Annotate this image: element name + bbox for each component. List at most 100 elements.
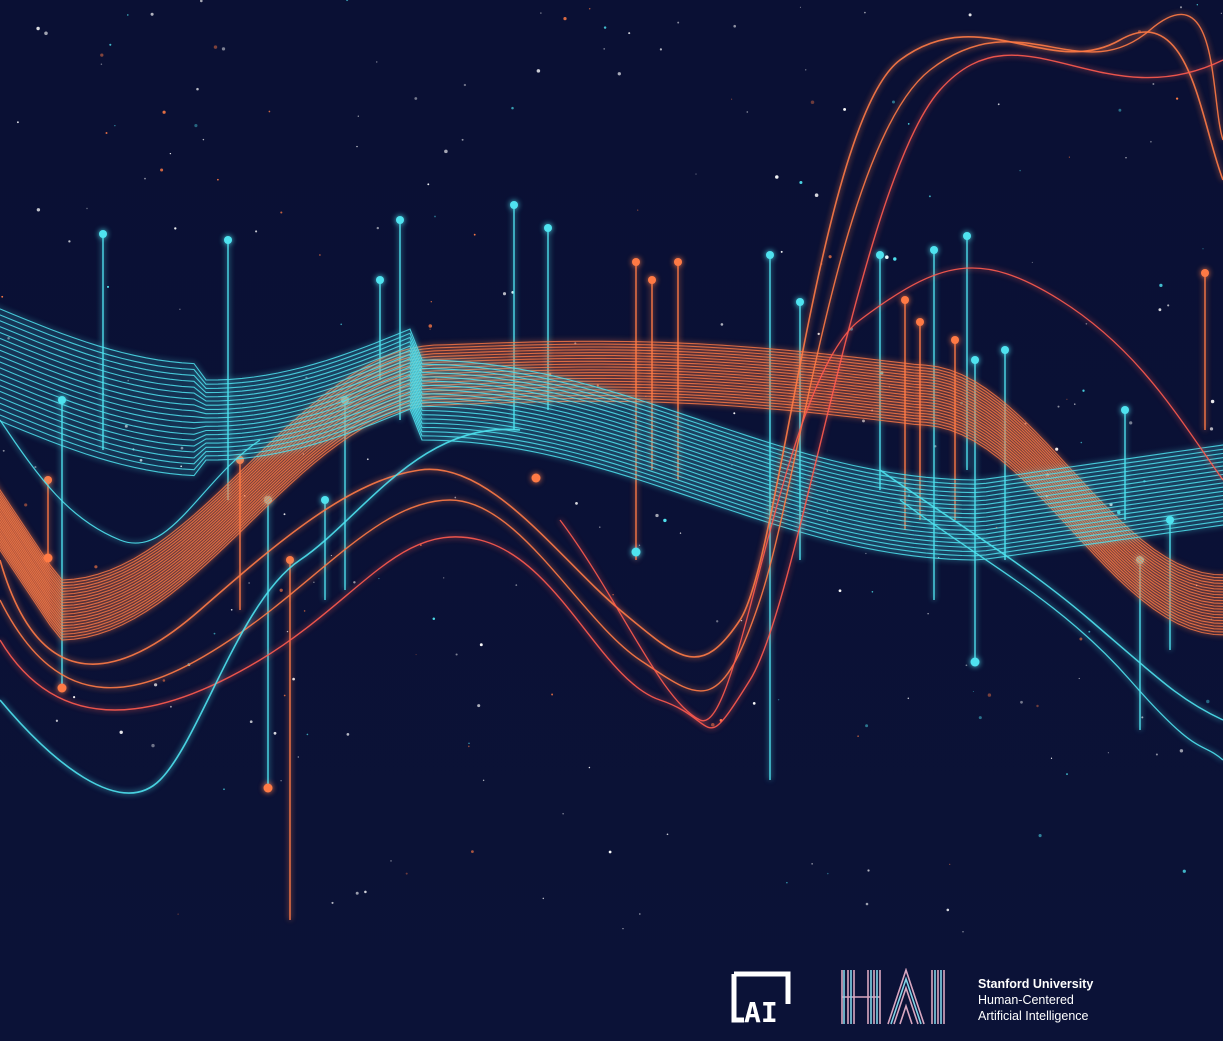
stem-dot [544,224,552,232]
star [511,106,514,110]
star [1141,716,1144,719]
star [857,735,859,737]
star [179,308,181,310]
star [1117,510,1121,515]
star [1220,12,1222,14]
star [817,332,820,336]
wave-line [0,357,1223,598]
star [1107,752,1109,754]
wave-line [0,361,1223,519]
star [427,183,430,186]
star [16,121,19,124]
star [7,336,10,340]
stem-dot [57,683,67,693]
wave-line [0,372,1223,612]
star [1036,704,1039,708]
star [867,869,870,872]
star [2,449,5,452]
star [443,577,445,579]
star [297,756,299,758]
star [562,813,564,815]
wave-line [0,377,1223,618]
star [114,125,116,127]
star [303,610,306,612]
stem-dot [648,276,656,284]
star [221,47,226,51]
wave-line [0,373,1223,527]
star [962,931,964,933]
star [972,690,974,693]
star [596,384,599,387]
star [73,696,76,699]
star [720,323,724,326]
branding-footer: AI Stanford University Human-Centered Ar… [730,968,1120,1028]
star [434,215,436,218]
star [1019,169,1021,172]
star [987,693,992,697]
star [1082,389,1085,392]
wave-line [0,428,521,794]
star [1031,261,1033,263]
star [366,458,369,461]
star [36,208,41,212]
star [746,111,749,113]
star [1158,308,1162,312]
star [139,458,143,462]
star [100,53,104,57]
wave-line [0,395,1223,635]
star [444,149,448,154]
star [777,698,780,701]
star [432,617,436,620]
star [1088,630,1091,633]
star [376,226,379,230]
star [775,175,779,179]
star [838,589,842,593]
stem-dot [43,553,53,563]
wave-line [0,366,1223,607]
star [536,69,541,73]
stem-dot [674,258,682,266]
star [217,178,219,181]
stem-dot [1121,406,1129,414]
stem-dot [376,276,384,284]
star [414,97,418,100]
star [871,590,874,593]
star [608,850,612,854]
star [160,168,164,172]
wave-line [0,383,1223,624]
star [1038,834,1042,838]
star [279,588,283,592]
wave-line [0,314,1223,485]
star [949,863,951,865]
star [638,544,641,546]
star [280,779,282,782]
wave-line [899,499,1223,761]
wave-line [0,340,1223,581]
star [1150,140,1152,143]
star [780,250,783,253]
ai-logo-icon: AI [731,971,791,1026]
star [637,209,639,211]
stem-dot [766,251,774,259]
star [827,872,829,875]
star [997,103,1000,106]
star [127,379,129,382]
star [927,613,929,615]
star [805,69,807,71]
star [1085,322,1088,325]
star [429,328,431,330]
star [213,632,216,635]
star [928,195,931,198]
star [199,0,203,3]
stem-dot [1201,269,1209,277]
star [965,664,968,667]
star [1202,248,1204,250]
wave-line [879,469,1223,721]
star [612,594,614,596]
star [603,26,607,29]
star [109,43,112,46]
star [733,24,736,28]
star [1152,83,1155,85]
